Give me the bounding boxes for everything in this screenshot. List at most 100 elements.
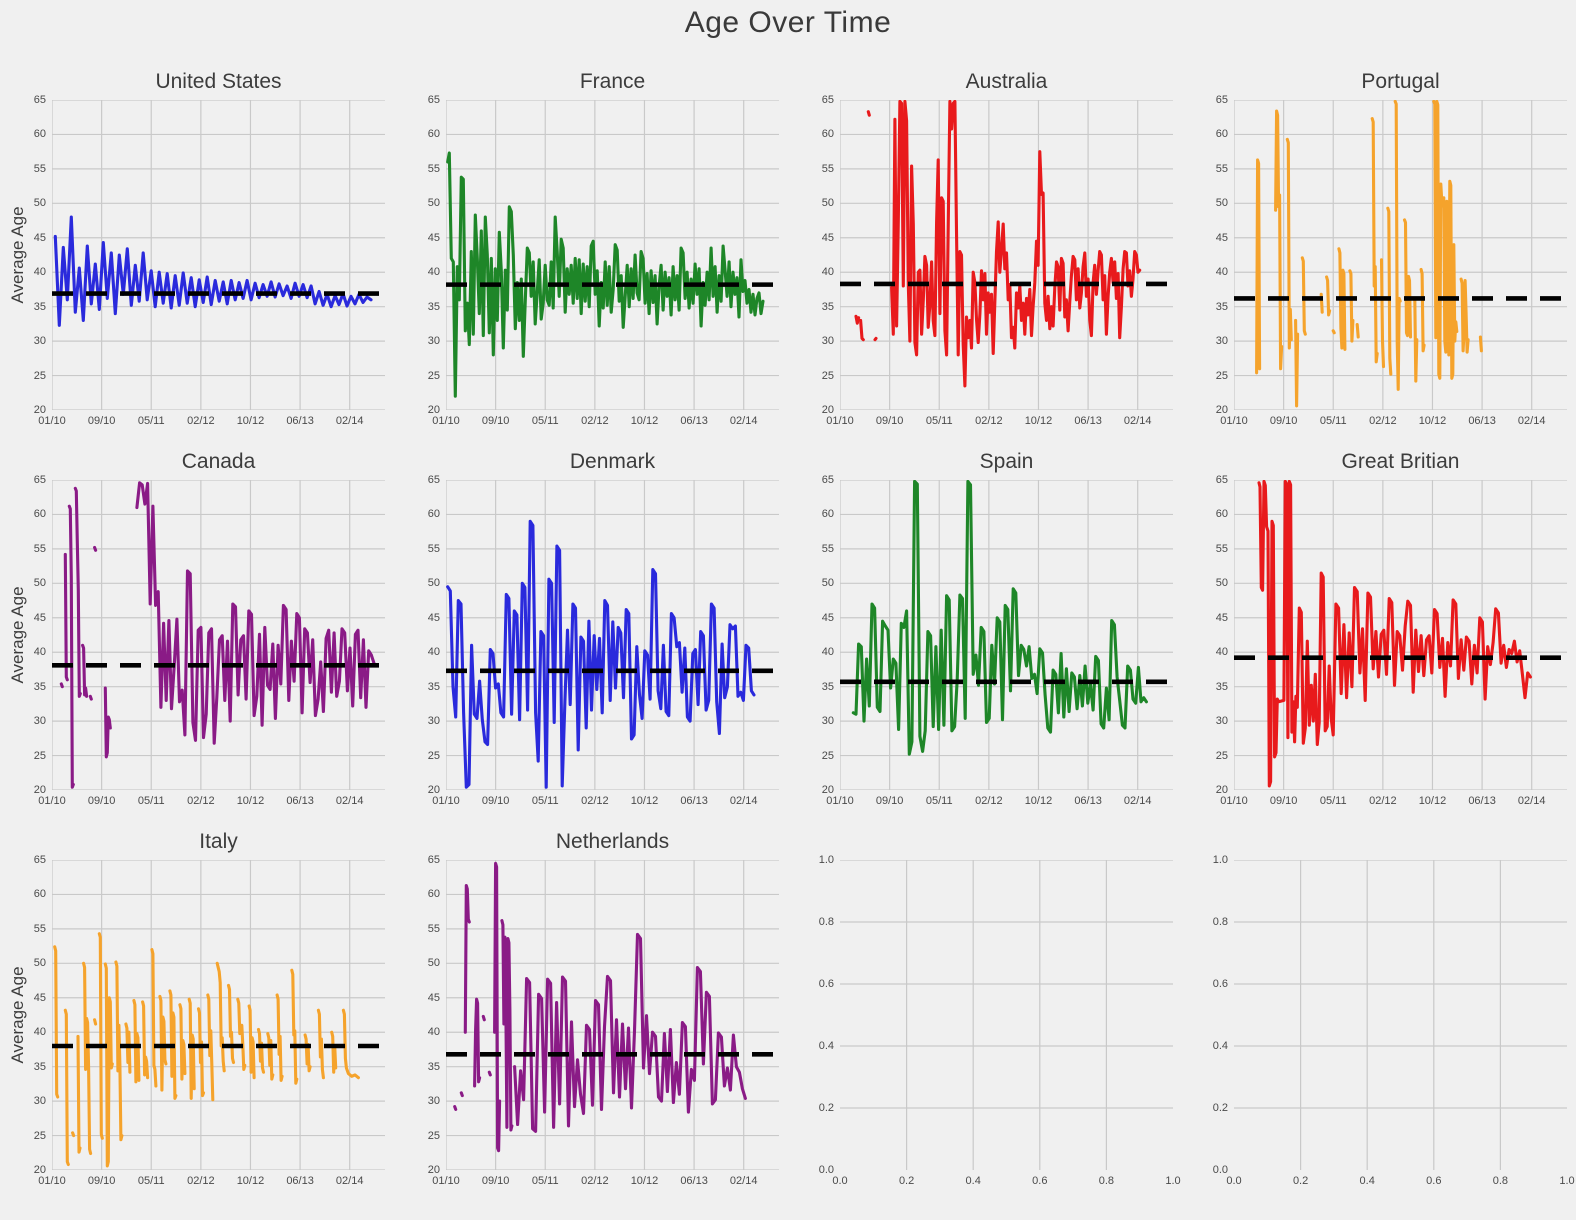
figure-title: Age Over Time [684, 6, 892, 39]
series-line [1257, 480, 1532, 788]
y-tick-label: 50 [1215, 197, 1228, 210]
x-tick-label: 10/12 [630, 795, 659, 807]
gridlines [446, 100, 779, 410]
y-tick-label: 25 [1215, 369, 1228, 382]
series-line [1337, 247, 1347, 351]
series-line [500, 919, 514, 1132]
plot-area [446, 480, 779, 790]
y-tick-label: 55 [33, 542, 46, 555]
x-tick-label: 09/10 [875, 795, 904, 807]
y-tick-label: 30 [1215, 715, 1228, 728]
series-line [1274, 109, 1284, 371]
chart-title: Canada [181, 450, 256, 473]
series-australia [854, 100, 1142, 388]
series-line [67, 504, 75, 789]
y-tick-label: 40 [33, 646, 46, 659]
series-line [866, 110, 871, 117]
series-line [459, 1091, 464, 1098]
x-tick-label: 02/14 [335, 415, 364, 427]
x-tick-label: 05/11 [925, 795, 953, 807]
y-tick-label: 50 [427, 577, 440, 590]
x-tick-label: 09/10 [481, 795, 510, 807]
x-tick-label: 06/13 [680, 1175, 708, 1187]
x-tick-label: 02/12 [187, 1175, 215, 1187]
series-line [76, 1034, 82, 1154]
x-tick-label: 02/12 [581, 415, 609, 427]
y-tick-label: 35 [1215, 680, 1228, 693]
chart-title: Portugal [1361, 70, 1440, 93]
series-line [303, 1033, 312, 1073]
x-tick-label: 10/12 [1024, 795, 1053, 807]
y-tick-label: 45 [821, 611, 834, 624]
x-tick-label: 05/11 [531, 1175, 559, 1187]
series-line [1285, 137, 1293, 350]
y-tick-label: 0.6 [1212, 978, 1228, 990]
y-tick-label: 55 [1215, 162, 1228, 175]
x-tick-label: 01/10 [826, 795, 854, 807]
subplot-great-britian: Great Britian 65 60 55 50 45 40 35 30 25 20 01/10 09… [1184, 442, 1576, 822]
y-tick-label: 50 [33, 577, 46, 590]
series-line [1386, 206, 1393, 376]
plot-svg [840, 100, 1173, 410]
series-line [59, 682, 64, 689]
subplot-australia: Australia 65 60 55 50 45 40 35 30 25 20 01/10 09/10 0… [790, 62, 1184, 442]
x-tick-label: 02/12 [187, 415, 215, 427]
y-tick-label: 60 [1215, 508, 1228, 521]
series-line [71, 1131, 76, 1138]
x-tick-label: 0.8 [1492, 1175, 1509, 1187]
x-tick-label: 01/10 [1220, 415, 1248, 427]
x-tick-label: 05/11 [137, 795, 165, 807]
y-tick-label: 60 [821, 508, 834, 521]
y-tick-label: 60 [33, 128, 46, 141]
x-tick-label: 01/10 [1220, 795, 1248, 807]
plot-area [52, 860, 385, 1170]
x-tick-label: 0.4 [1359, 1175, 1375, 1187]
y-tick-label: 45 [1215, 231, 1228, 244]
x-tick-label: 06/13 [286, 1175, 314, 1187]
series-line [150, 948, 158, 1088]
x-tick-label: 05/11 [1319, 415, 1347, 427]
y-tick-label: 50 [33, 957, 46, 970]
y-tick-label: 45 [33, 611, 46, 624]
y-tick-label: 60 [427, 888, 440, 901]
x-tick-label: 10/12 [630, 415, 659, 427]
subplot-canada: Canada Average Age 65 60 55 50 45 40 35 30 25 20 01/… [2, 442, 396, 822]
y-tick-label: 35 [33, 1060, 46, 1073]
y-tick-label: 30 [33, 715, 46, 728]
y-tick-label: 0.8 [1212, 916, 1228, 928]
x-tick-label: 06/13 [286, 415, 314, 427]
series-line [196, 1007, 206, 1098]
y-tick-label: 20 [427, 404, 440, 416]
y-tick-label: 30 [427, 715, 440, 728]
series-line [487, 1070, 492, 1077]
x-tick-label: 01/10 [38, 415, 66, 427]
subplot-united-states: United States Average Age 65 60 55 50 45 40 35 30… [2, 62, 396, 442]
y-tick-label: 0.4 [818, 1040, 834, 1052]
y-tick-label: 25 [821, 749, 834, 762]
y-tick-label: 0.4 [1212, 1040, 1228, 1052]
series-united-states [53, 215, 373, 327]
y-tick-label: 65 [33, 854, 46, 866]
subplot-italy: Italy Average Age 65 60 55 50 45 40 35 30 25 20 01/1… [2, 822, 396, 1202]
series-spain [851, 480, 1148, 756]
x-tick-label: 05/11 [137, 1175, 165, 1187]
series-line [256, 1027, 266, 1074]
series-line [453, 1105, 458, 1111]
chart-title: Netherlands [555, 830, 670, 853]
y-tick-label: 0.2 [818, 1102, 834, 1114]
plot-svg [840, 860, 1173, 1170]
x-tick-label: 02/12 [581, 795, 609, 807]
x-tick-label: 05/11 [925, 415, 953, 427]
gridlines [1234, 860, 1567, 1170]
series-line [135, 481, 376, 745]
y-tick-label: 40 [821, 266, 834, 279]
plot-svg [1234, 100, 1567, 410]
y-tick-label: 40 [33, 266, 46, 279]
plot-svg [52, 480, 385, 790]
series-line [873, 336, 878, 342]
y-tick-label: 45 [33, 231, 46, 244]
series-line [341, 1008, 360, 1080]
x-tick-label: 06/13 [1468, 795, 1496, 807]
subplot-empty-12: 1.0 0.8 0.6 0.4 0.2 0.0 0.0 0.2 0.4 0.6 0.8 1.0 [1184, 822, 1576, 1202]
y-tick-label: 65 [1215, 94, 1228, 106]
